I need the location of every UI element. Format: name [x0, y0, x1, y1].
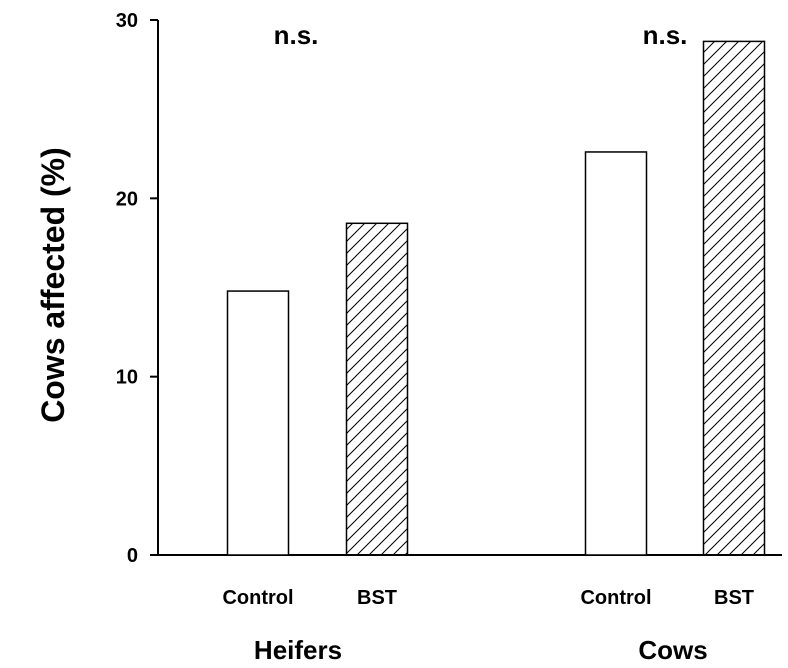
bars — [226, 40, 766, 556]
y-tick-label: 30 — [116, 10, 138, 32]
significance-annotations: n.s. n.s. — [274, 20, 688, 50]
x-tick-labels: Control BST Control BST — [222, 587, 754, 609]
x-tick-label: BST — [357, 587, 397, 609]
group-label: Heifers — [254, 635, 342, 665]
y-tick-label: 0 — [127, 545, 138, 567]
significance-label: n.s. — [643, 20, 688, 50]
significance-label: n.s. — [274, 20, 319, 50]
y-ticks: 0 10 20 30 — [116, 10, 158, 567]
x-tick-label: BST — [714, 587, 754, 609]
x-tick-label: Control — [222, 587, 293, 609]
group-label: Cows — [638, 635, 707, 665]
bar-heifers-bst — [345, 222, 409, 556]
bar-cows-bst — [702, 40, 766, 556]
y-tick-label: 20 — [116, 188, 138, 210]
y-tick-label: 10 — [116, 367, 138, 389]
bar-cows-control — [584, 151, 648, 556]
group-labels: Heifers Cows — [254, 635, 708, 665]
y-axis-label: Cows affected (%) — [35, 147, 71, 423]
x-tick-label: Control — [580, 587, 651, 609]
bar-heifers-control — [226, 290, 290, 556]
